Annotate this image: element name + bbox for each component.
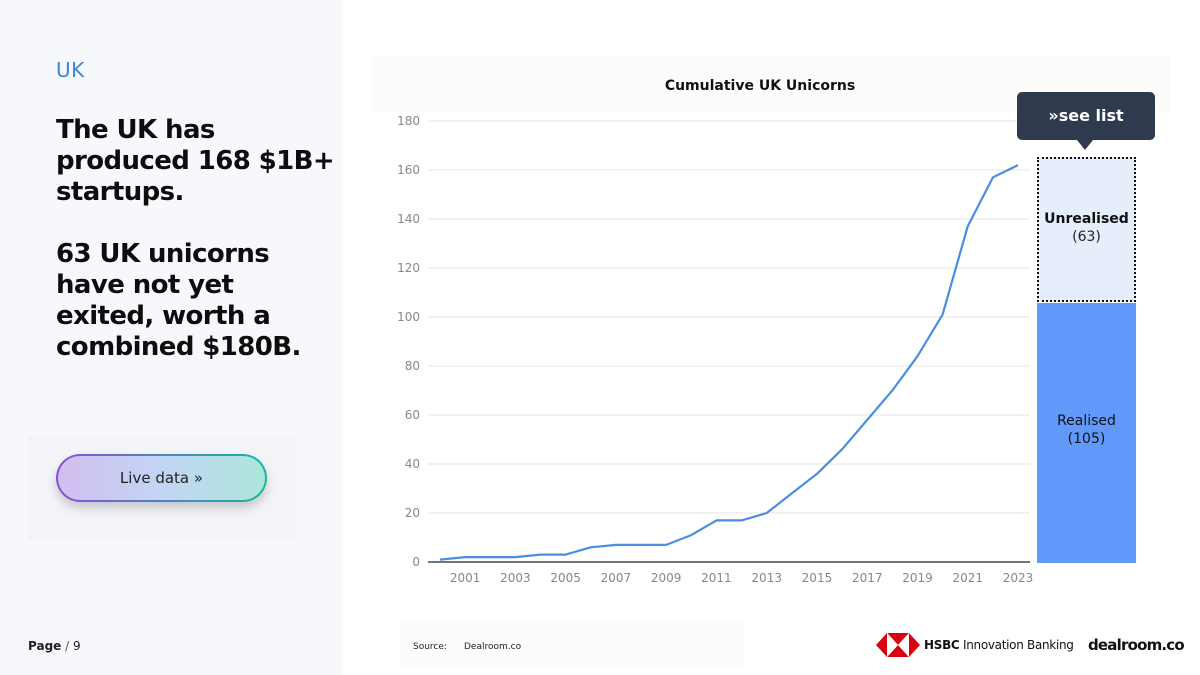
x-tick-label: 2015	[802, 571, 833, 585]
y-tick-label: 40	[405, 457, 420, 471]
x-tick-label: 2023	[1003, 571, 1034, 585]
left-panel	[0, 0, 343, 675]
y-tick-label: 100	[397, 310, 420, 324]
y-tick-label: 180	[397, 114, 420, 128]
unrealised-label: Unrealised	[1044, 211, 1129, 227]
see-list-pointer	[1077, 140, 1093, 150]
y-tick-label: 160	[397, 163, 420, 177]
unicorn-line-chart: 0 20 40 60 80 100 120 140 160 180 2001 2003 2005 2007…	[397, 114, 1034, 585]
unrealised-segment: Unrealised (63)	[1037, 157, 1136, 302]
see-list-button[interactable]: »see list	[1017, 92, 1155, 140]
source-label: Source:	[413, 642, 447, 652]
source-link[interactable]: Dealroom.co	[464, 642, 522, 652]
y-tick-label: 120	[397, 261, 420, 275]
x-tick-label: 2009	[651, 571, 682, 585]
x-tick-label: 2011	[701, 571, 732, 585]
page-separator: /	[65, 639, 70, 653]
realised-label: Realised	[1057, 413, 1116, 429]
x-tick-label: 2021	[952, 571, 983, 585]
hsbc-brand: HSBC	[924, 638, 960, 652]
realised-value: (105)	[1067, 431, 1106, 447]
y-tick-label: 0	[412, 555, 420, 569]
x-tick-label: 2003	[500, 571, 531, 585]
y-tick-label: 80	[405, 359, 420, 373]
y-tick-label: 140	[397, 212, 420, 226]
x-tick-label: 2019	[902, 571, 933, 585]
realised-segment: Realised (105)	[1037, 303, 1136, 563]
x-tick-label: 2013	[751, 571, 782, 585]
dealroom-wordmark: dealroom.co	[1088, 636, 1185, 654]
x-tick-label: 2001	[450, 571, 481, 585]
hsbc-hexagon-logo-icon	[876, 633, 920, 657]
hsbc-product: Innovation Banking	[962, 638, 1074, 652]
page-number: 9	[73, 639, 81, 653]
y-tick-label: 60	[405, 408, 420, 422]
x-tick-label: 2017	[852, 571, 883, 585]
hsbc-wordmark: HSBC Innovation Banking	[924, 638, 1074, 652]
headline-stat-total: The UK has produced 168 $1B+ startups.	[56, 115, 335, 207]
series-line-0	[439, 164, 1019, 561]
page-label: Page	[28, 639, 62, 653]
x-tick-label: 2007	[601, 571, 632, 585]
live-data-button[interactable]: Live data »	[56, 454, 267, 502]
source-container	[400, 620, 744, 670]
headline-stat-unexited: 63 UK unicorns have not yet exited, wort…	[56, 239, 301, 362]
unrealised-value: (63)	[1072, 229, 1101, 245]
page-indicator: Page / 9	[28, 639, 81, 653]
region-label: UK	[56, 58, 85, 82]
headline: The UK has produced 168 $1B+ startups. 6…	[56, 115, 336, 363]
chart-title: Cumulative UK Unicorns	[664, 78, 856, 94]
y-tick-label: 20	[405, 506, 420, 520]
x-tick-label: 2005	[550, 571, 581, 585]
